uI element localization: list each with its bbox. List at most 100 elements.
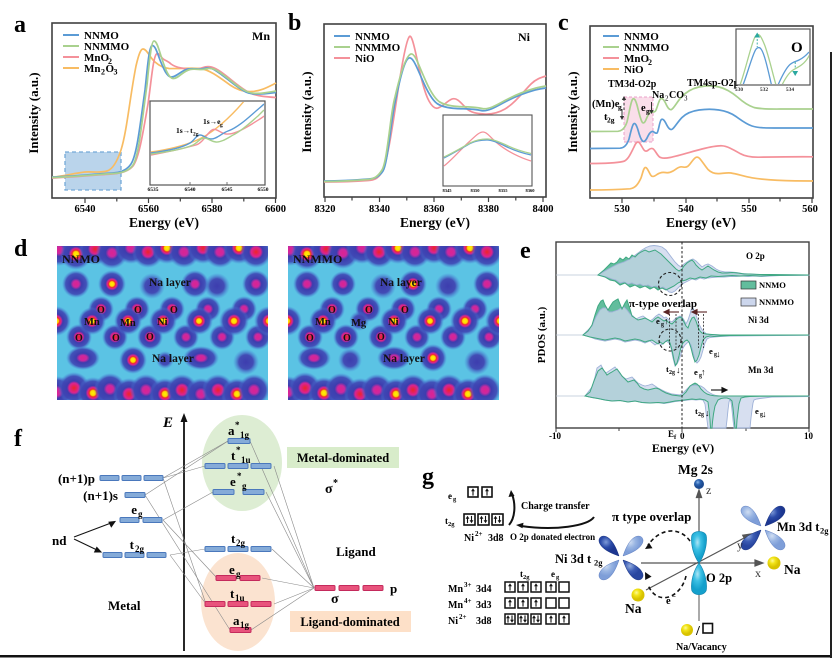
svg-text:8360: 8360 (424, 204, 445, 215)
svg-text:π type overlap: π type overlap (612, 509, 691, 524)
svg-text:Metal: Metal (108, 598, 141, 613)
svg-text:4+: 4+ (464, 597, 472, 605)
svg-text:1s→t: 1s→t (176, 126, 193, 135)
svg-text:3: 3 (114, 68, 118, 77)
svg-text:2g: 2g (698, 412, 704, 418)
svg-text:O: O (112, 333, 120, 344)
svg-text:Mn: Mn (448, 600, 463, 611)
svg-text:Ni: Ni (157, 317, 168, 328)
svg-text:2g: 2g (607, 116, 615, 125)
svg-text:g: g (699, 373, 702, 379)
svg-text:(n+1)s: (n+1)s (83, 488, 118, 503)
svg-text:g: g (422, 464, 434, 490)
svg-text:g: g (556, 574, 560, 581)
svg-text:NNMMO: NNMMO (84, 41, 130, 53)
svg-text:b: b (288, 10, 301, 36)
svg-text:Metal-dominated: Metal-dominated (297, 451, 389, 465)
svg-text:a: a (228, 423, 235, 438)
svg-text:532: 532 (760, 87, 769, 93)
svg-text:1u: 1u (241, 455, 251, 465)
svg-text:*: * (235, 420, 240, 430)
svg-text:e: e (551, 569, 555, 579)
svg-text:NNMO: NNMO (62, 252, 100, 266)
svg-text:f: f (14, 426, 23, 452)
svg-text:t: t (130, 537, 135, 552)
svg-text:z: z (706, 483, 711, 497)
svg-text:e: e (666, 596, 671, 607)
svg-text:2g: 2g (594, 558, 603, 568)
svg-text:3d4: 3d4 (476, 584, 492, 595)
svg-text:O: O (343, 333, 351, 344)
svg-text:a: a (233, 613, 240, 628)
svg-text:560: 560 (802, 204, 818, 215)
svg-text:Na: Na (625, 601, 642, 616)
svg-text:O: O (170, 305, 178, 316)
svg-text:Na layer: Na layer (383, 353, 425, 365)
svg-text:2g: 2g (135, 544, 145, 554)
svg-text:Mn: Mn (252, 29, 270, 43)
svg-text:CO: CO (669, 90, 684, 101)
svg-text:d: d (14, 236, 28, 262)
svg-text:σ: σ (325, 482, 333, 497)
svg-text:8380: 8380 (478, 204, 499, 215)
svg-text:Na/Vacancy: Na/Vacancy (676, 642, 727, 653)
svg-text:g: g (236, 569, 241, 579)
svg-text:E: E (668, 429, 674, 439)
svg-text:Ligand-dominated: Ligand-dominated (300, 615, 399, 629)
svg-text:t: t (695, 406, 698, 416)
svg-text:1g: 1g (240, 430, 250, 440)
svg-text:e: e (229, 562, 235, 577)
svg-text:NNMO: NNMO (84, 30, 119, 42)
svg-text:*: * (333, 478, 338, 489)
svg-text:−: − (672, 593, 676, 601)
svg-text:2: 2 (665, 95, 669, 103)
svg-text:*: * (236, 445, 241, 455)
svg-text:2g: 2g (523, 574, 530, 581)
svg-text:6545: 6545 (222, 187, 233, 193)
svg-text:NNMO: NNMO (624, 31, 659, 43)
svg-text:6535: 6535 (148, 187, 159, 193)
svg-text:MnO: MnO (624, 53, 650, 65)
svg-text:σ: σ (331, 592, 339, 607)
svg-text:Ni: Ni (464, 533, 474, 544)
svg-text:x: x (755, 566, 761, 580)
svg-text:O: O (97, 305, 105, 316)
svg-text:Ni: Ni (448, 616, 458, 627)
svg-text:O: O (306, 333, 314, 344)
svg-text:3+: 3+ (464, 581, 472, 589)
svg-text:g: g (453, 496, 457, 503)
svg-text:MnO: MnO (84, 52, 110, 64)
svg-text:NNMMO: NNMMO (293, 252, 342, 266)
svg-text:3d8: 3d8 (488, 533, 504, 544)
svg-text:Mn 3d: Mn 3d (748, 365, 773, 375)
svg-text:6560: 6560 (138, 204, 159, 215)
svg-text:1g: 1g (240, 620, 250, 630)
svg-text:O: O (75, 333, 83, 344)
svg-text:530: 530 (614, 204, 630, 215)
svg-text:Na layer: Na layer (380, 277, 422, 289)
svg-text:Intensity (a.u.): Intensity (a.u.) (26, 72, 41, 153)
svg-text:Mn: Mn (84, 317, 100, 328)
svg-text:t: t (666, 364, 669, 374)
svg-text:↓: ↓ (705, 408, 710, 418)
svg-text:1u: 1u (235, 593, 245, 603)
svg-text:6540: 6540 (185, 187, 196, 193)
svg-text:NiO: NiO (624, 64, 644, 76)
svg-text:2+: 2+ (475, 530, 483, 538)
svg-text:6580: 6580 (202, 204, 223, 215)
svg-text:2g: 2g (236, 538, 246, 548)
svg-text:Energy (eV): Energy (eV) (652, 441, 714, 455)
svg-text:1s→e: 1s→e (203, 117, 221, 126)
svg-text:↑: ↑ (664, 316, 669, 326)
svg-text:O: O (377, 332, 385, 343)
svg-text:Mn: Mn (120, 318, 136, 329)
svg-text:TM3d-O2p: TM3d-O2p (608, 79, 657, 90)
svg-text:(Mn)e: (Mn)e (592, 99, 620, 110)
svg-text:Mn: Mn (315, 317, 331, 328)
svg-text:O: O (106, 63, 115, 75)
svg-text:2g: 2g (193, 132, 199, 138)
svg-text:2: 2 (108, 57, 112, 66)
svg-text:O: O (401, 305, 409, 316)
svg-text:e: e (448, 491, 452, 501)
svg-text:Energy (eV): Energy (eV) (129, 215, 199, 230)
